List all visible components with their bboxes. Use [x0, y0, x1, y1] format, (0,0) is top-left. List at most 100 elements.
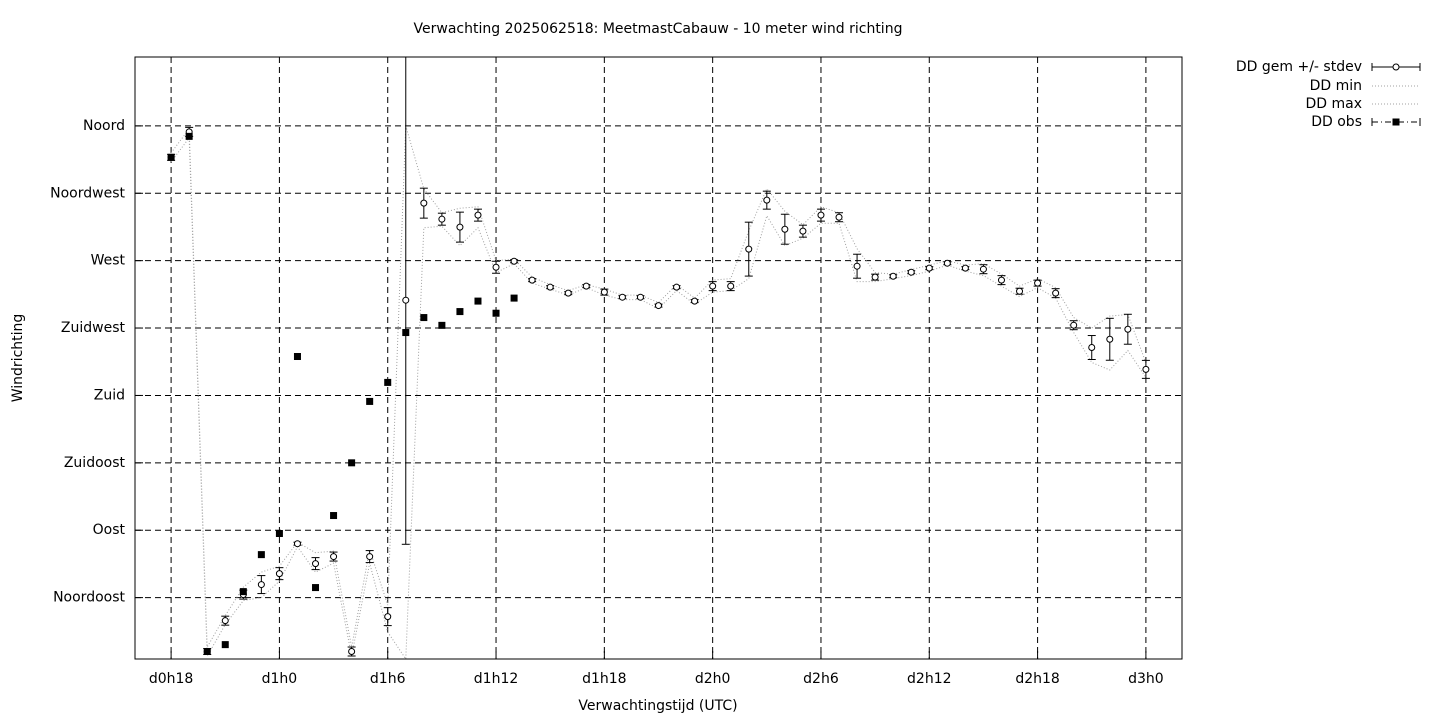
plot-frame	[134, 56, 1183, 660]
mean-marker	[257, 581, 265, 589]
mean-marker	[799, 227, 807, 235]
range-line	[170, 136, 1147, 659]
obs-marker	[438, 321, 446, 329]
mean-marker	[853, 262, 861, 270]
mean-marker	[600, 288, 608, 296]
mean-marker	[474, 211, 482, 219]
mean-marker	[312, 560, 320, 568]
obs-marker	[384, 378, 392, 386]
x-tick-label: d2h18	[1015, 671, 1059, 687]
obs-marker	[510, 294, 518, 302]
mean-marker	[691, 297, 699, 305]
mean-marker	[1016, 287, 1024, 295]
y-tick-label: Zuid	[94, 387, 125, 403]
mean-marker	[348, 648, 356, 656]
mean-marker	[1052, 289, 1060, 297]
mean-marker	[420, 199, 428, 207]
mean-marker	[330, 553, 338, 561]
legend-label: DD min	[1310, 78, 1362, 94]
mean-marker	[564, 289, 572, 297]
mean-marker	[438, 215, 446, 223]
mean-marker	[221, 617, 229, 625]
mean-marker	[636, 293, 644, 301]
mean-marker	[528, 276, 536, 284]
x-tick-label: d2h6	[803, 671, 839, 687]
mean-marker	[943, 259, 951, 267]
mean-marker	[1106, 335, 1114, 343]
y-tick-label: Noordwest	[50, 185, 125, 201]
mean-marker	[925, 264, 933, 272]
obs-marker	[239, 588, 247, 596]
mean-marker	[618, 293, 626, 301]
y-tick-label: West	[91, 253, 126, 269]
x-tick-label: d1h18	[582, 671, 626, 687]
mean-marker	[889, 272, 897, 280]
obs-marker	[474, 297, 482, 305]
obs-marker	[420, 314, 428, 322]
mean-marker	[546, 283, 554, 291]
mean-marker	[456, 223, 464, 231]
mean-marker	[763, 196, 771, 204]
mean-marker	[673, 283, 681, 291]
obs-marker	[330, 512, 338, 520]
mean-marker	[1124, 325, 1132, 333]
mean-marker	[781, 225, 789, 233]
y-tick-label: Zuidwest	[61, 320, 126, 336]
mean-marker	[1142, 365, 1150, 373]
mean-marker	[835, 213, 843, 221]
y-tick-label: Zuidoost	[64, 455, 126, 471]
legend-label: DD gem +/- stdev	[1236, 59, 1362, 75]
obs-marker	[293, 353, 301, 361]
legend-sample	[1392, 63, 1400, 71]
x-tick-label: d3h0	[1128, 671, 1164, 687]
mean-marker	[1034, 279, 1042, 287]
obs-marker	[185, 132, 193, 140]
obs-marker	[203, 648, 211, 656]
mean-marker	[293, 540, 301, 548]
mean-marker	[492, 263, 500, 271]
y-tick-label: Noordoost	[53, 590, 125, 606]
obs-marker	[221, 641, 229, 649]
mean-marker	[1088, 344, 1096, 352]
mean-marker	[745, 245, 753, 253]
obs-marker	[257, 551, 265, 559]
obs-marker	[456, 308, 464, 316]
x-tick-label: d2h12	[907, 671, 951, 687]
obs-marker	[402, 329, 410, 337]
mean-marker	[275, 570, 283, 578]
x-tick-label: d0h18	[149, 671, 193, 687]
chart-title: Verwachting 2025062518: MeetmastCabauw -…	[414, 21, 903, 37]
obs-marker	[275, 530, 283, 538]
mean-marker	[817, 211, 825, 219]
x-tick-label: d1h6	[370, 671, 406, 687]
legend-sample	[1392, 118, 1400, 126]
mean-marker	[402, 296, 410, 304]
mean-marker	[1070, 321, 1078, 329]
range-line	[170, 125, 1147, 649]
legend-label: DD max	[1305, 96, 1362, 112]
mean-marker	[979, 265, 987, 273]
x-tick-label: d2h0	[695, 671, 731, 687]
mean-marker	[961, 264, 969, 272]
mean-marker	[384, 613, 392, 621]
mean-marker	[510, 257, 518, 265]
mean-marker	[582, 282, 590, 290]
obs-marker	[366, 397, 374, 405]
obs-marker	[312, 584, 320, 592]
mean-marker	[655, 302, 662, 310]
x-tick-label: d1h12	[474, 671, 518, 687]
obs-marker	[492, 309, 500, 317]
mean-marker	[907, 268, 915, 276]
y-tick-label: Noord	[83, 118, 125, 134]
obs-marker	[348, 459, 356, 467]
mean-marker	[709, 282, 717, 290]
mean-marker	[997, 276, 1005, 284]
x-tick-label: d1h0	[262, 671, 298, 687]
y-axis-label: Windrichting	[10, 314, 26, 403]
x-axis-label: Verwachtingstijd (UTC)	[578, 698, 737, 714]
legend-label: DD obs	[1311, 114, 1362, 130]
obs-marker	[167, 153, 175, 161]
mean-marker	[871, 273, 879, 281]
y-tick-label: Oost	[93, 522, 126, 538]
